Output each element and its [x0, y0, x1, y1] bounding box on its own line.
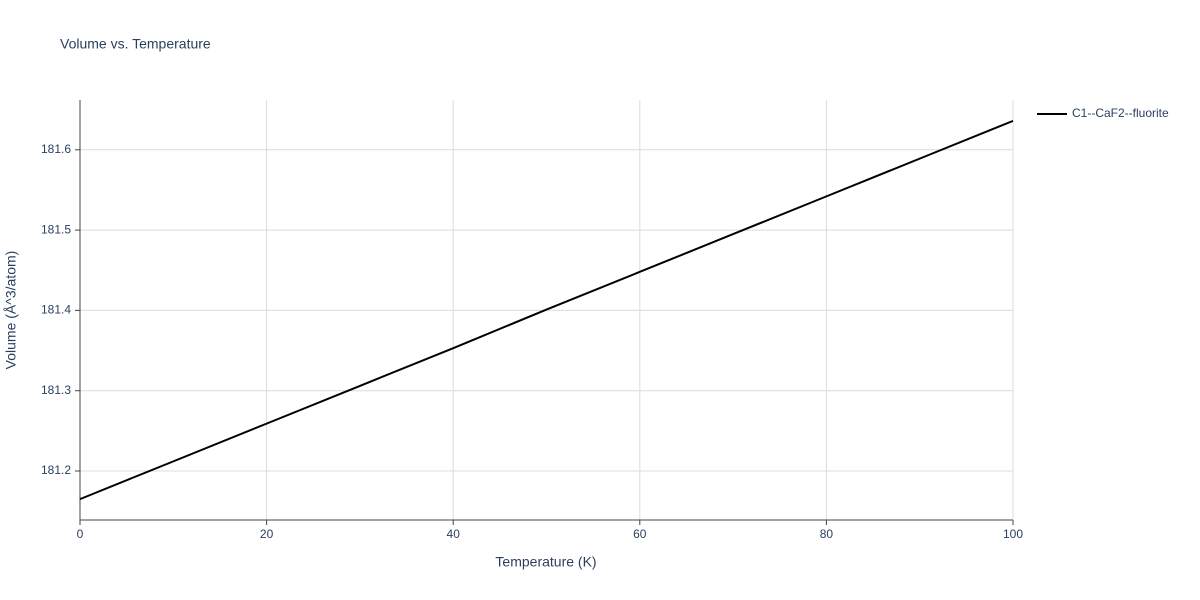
- x-tick-label: 80: [820, 527, 834, 541]
- y-axis-title: Volume (Å^3/atom): [3, 251, 19, 370]
- x-tick-label: 40: [447, 527, 461, 541]
- y-tick-label: 181.4: [41, 303, 71, 317]
- x-tick-label: 20: [260, 527, 274, 541]
- x-tick-label: 60: [633, 527, 647, 541]
- x-tick-label: 0: [77, 527, 84, 541]
- legend-label: C1--CaF2--fluorite: [1072, 106, 1169, 120]
- x-tick-label: 100: [1003, 527, 1023, 541]
- y-tick-label: 181.2: [41, 463, 71, 477]
- y-tick-label: 181.5: [41, 222, 71, 236]
- y-tick-label: 181.3: [41, 383, 71, 397]
- data-line: [79, 119, 1014, 501]
- y-tick-label: 181.6: [41, 142, 71, 156]
- chart-title: Volume vs. Temperature: [60, 36, 211, 52]
- x-axis-title: Temperature (K): [495, 554, 596, 570]
